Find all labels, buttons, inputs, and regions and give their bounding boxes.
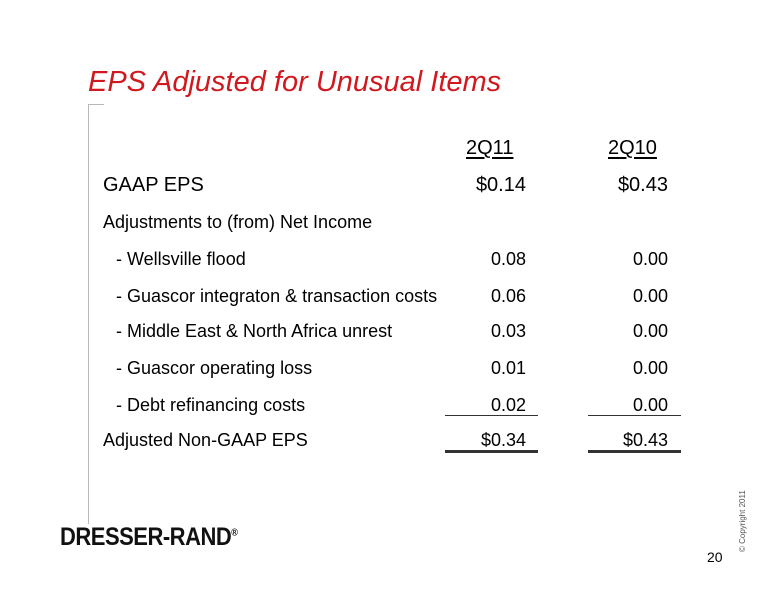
adjustment-2q10: 0.00 — [632, 358, 668, 378]
adjustment-2q11: 0.01 — [490, 358, 526, 378]
adjustment-2q11: 0.06 — [490, 286, 526, 306]
adjustment-2q10: 0.00 — [632, 395, 668, 415]
copyright-notice: © Copyright 2011 — [738, 490, 747, 552]
logo-wordmark: DRESSER-RAND — [60, 522, 232, 551]
total-rule-2q10 — [588, 450, 681, 453]
column-header-2q10: 2Q10 — [608, 137, 657, 159]
adjustment-2q10: 0.00 — [632, 321, 668, 341]
page-number: 20 — [707, 549, 723, 565]
registered-mark: ® — [231, 526, 238, 538]
adjustment-2q11: 0.08 — [490, 249, 526, 269]
adjustment-label: - Middle East & North Africa unrest — [116, 321, 393, 341]
adjustment-2q11: 0.02 — [490, 395, 526, 415]
adjusted-eps-label: Adjusted Non-GAAP EPS — [103, 430, 308, 450]
frame-line-top — [88, 104, 104, 105]
slide-title: EPS Adjusted for Unusual Items — [88, 66, 502, 98]
total-rule-2q11 — [445, 450, 538, 453]
adjustment-label: - Debt refinancing costs — [116, 395, 306, 415]
dresser-rand-logo: DRESSER-RAND® — [60, 522, 238, 552]
adjustment-label: - Wellsville flood — [116, 249, 246, 269]
adjustment-2q10: 0.00 — [632, 249, 668, 269]
subtotal-rule-2q10 — [588, 415, 681, 416]
gaap-eps-2q11: $0.14 — [475, 174, 526, 196]
gaap-eps-label: GAAP EPS — [103, 174, 204, 196]
adjustment-2q11: 0.03 — [490, 321, 526, 341]
frame-line-left — [88, 104, 89, 524]
adjusted-eps-2q10: $0.43 — [622, 430, 668, 450]
adjustment-label: - Guascor operating loss — [116, 358, 313, 378]
gaap-eps-2q10: $0.43 — [617, 174, 668, 196]
subtotal-rule-2q11 — [445, 415, 538, 416]
adjustment-label: - Guascor integraton & transaction costs — [116, 286, 438, 306]
adjustment-2q10: 0.00 — [632, 286, 668, 306]
column-header-2q11: 2Q11 — [466, 137, 514, 159]
adjustments-header: Adjustments to (from) Net Income — [103, 212, 373, 232]
adjusted-eps-2q11: $0.34 — [480, 430, 526, 450]
